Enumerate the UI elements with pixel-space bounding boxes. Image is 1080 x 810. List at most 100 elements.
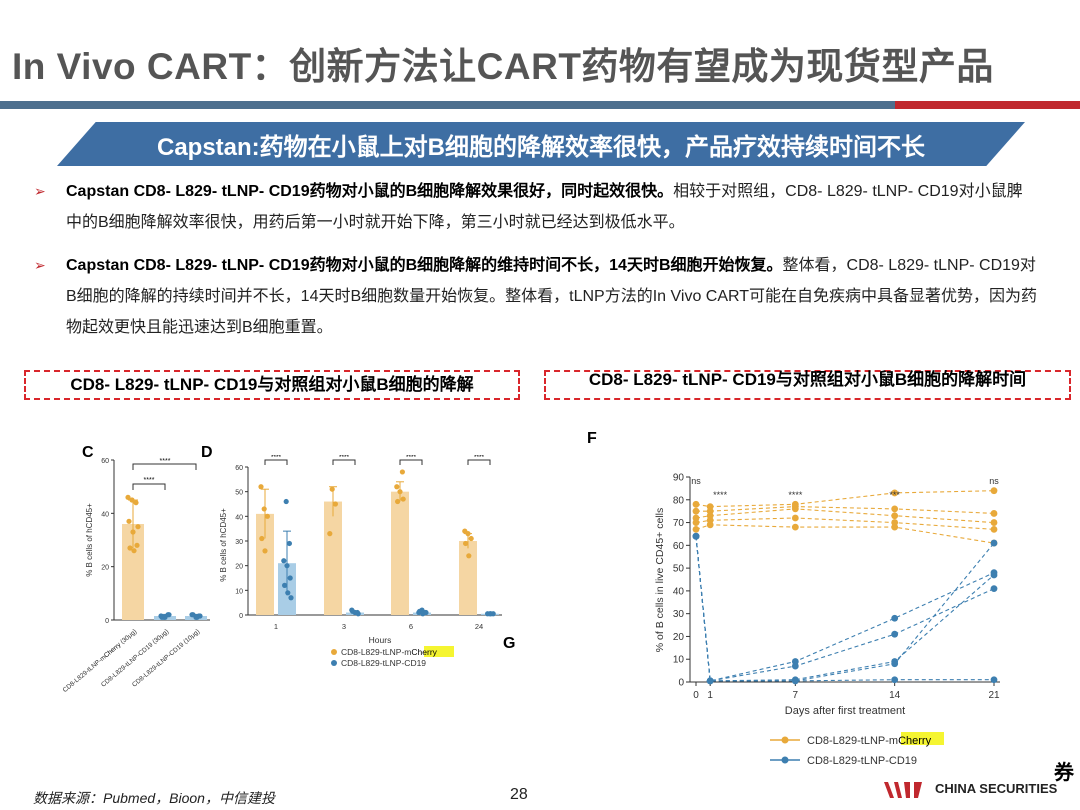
data-point bbox=[126, 518, 132, 524]
y-tick-label: 70 bbox=[673, 518, 685, 529]
data-point bbox=[134, 542, 140, 548]
data-point bbox=[706, 677, 714, 685]
bar bbox=[324, 501, 342, 615]
data-point bbox=[791, 514, 799, 522]
data-point bbox=[463, 540, 469, 547]
bullet-1-bold: Capstan CD8- L829- tLNP- CD19药物对小鼠的B细胞降解… bbox=[66, 183, 674, 200]
sig-bracket bbox=[399, 459, 423, 465]
x-category-label: CD8-L829-tLNP-CD19 (10μg) bbox=[131, 628, 201, 688]
data-point bbox=[332, 501, 338, 507]
data-point bbox=[258, 484, 264, 490]
data-point bbox=[891, 676, 899, 684]
data-point bbox=[286, 540, 292, 547]
data-point bbox=[327, 531, 333, 537]
bullet-item-1: ➢ Capstan CD8- L829- tLNP- CD19药物对小鼠的B细胞… bbox=[34, 176, 1038, 238]
x-tick-label: 14 bbox=[889, 690, 901, 701]
data-point bbox=[692, 519, 700, 526]
y-axis-label: % B cells of hCD45+ bbox=[85, 503, 94, 577]
data-point bbox=[706, 521, 714, 529]
series-line bbox=[695, 536, 995, 682]
data-point bbox=[135, 524, 141, 530]
data-point bbox=[990, 676, 998, 684]
sig-label: **** bbox=[339, 455, 350, 461]
data-point bbox=[283, 498, 289, 505]
legend-marker bbox=[781, 736, 789, 744]
panel-letter-c: C bbox=[82, 444, 94, 461]
legend-label: CD8-L829-tLNP-mCherry bbox=[807, 735, 932, 747]
data-point bbox=[159, 614, 165, 620]
y-tick-label: 60 bbox=[235, 465, 243, 472]
sig-label: ns bbox=[691, 476, 701, 486]
x-axis-label: Days after first treatment bbox=[785, 705, 905, 717]
legend-highlight bbox=[901, 732, 944, 745]
sig-label: **** bbox=[144, 477, 155, 484]
data-point bbox=[891, 630, 899, 638]
data-point bbox=[131, 548, 137, 554]
sig-label: *** bbox=[889, 490, 900, 500]
data-point bbox=[465, 531, 471, 537]
china-securities-logo-icon bbox=[884, 782, 922, 798]
legend-label: CD8-L829-tLNP-CD19 bbox=[341, 658, 426, 668]
data-point bbox=[791, 523, 799, 531]
data-point bbox=[692, 532, 700, 540]
data-point bbox=[281, 558, 287, 564]
data-point bbox=[791, 662, 799, 670]
sig-label: **** bbox=[160, 458, 171, 465]
data-point bbox=[488, 611, 494, 617]
panel-letter-d: D bbox=[201, 444, 213, 461]
sig-bracket bbox=[467, 459, 491, 465]
y-tick-label: 0 bbox=[105, 618, 109, 625]
data-source-note: 数据来源：Pubmed，Bioon，中信建投 bbox=[33, 790, 275, 806]
y-tick-label: 80 bbox=[673, 495, 685, 506]
data-point bbox=[399, 469, 405, 475]
data-point bbox=[990, 585, 998, 593]
legend-marker bbox=[331, 660, 337, 666]
figure-caption-left: CD8- L829- tLNP- CD19与对照组对小鼠B细胞的降解 bbox=[24, 370, 520, 400]
y-tick-label: 90 bbox=[673, 473, 685, 484]
y-tick-label: 0 bbox=[678, 678, 684, 689]
data-point bbox=[288, 595, 294, 601]
brand-chinese-text: 券 bbox=[1054, 762, 1074, 784]
data-point bbox=[990, 487, 998, 495]
title-underline-blue bbox=[0, 101, 895, 109]
sig-label: **** bbox=[788, 490, 803, 500]
brand-english-text: CHINA SECURITIES bbox=[935, 781, 1058, 796]
data-point bbox=[400, 496, 406, 502]
data-point bbox=[127, 545, 133, 551]
title-underline-red bbox=[895, 101, 1080, 109]
sig-label: **** bbox=[713, 490, 728, 500]
x-tick-label: 7 bbox=[793, 690, 799, 701]
sig-bracket bbox=[132, 483, 166, 490]
x-tick-label: 1 bbox=[707, 690, 713, 701]
x-tick-label: 6 bbox=[409, 622, 413, 631]
data-point bbox=[261, 506, 267, 512]
data-point bbox=[990, 539, 998, 547]
data-point bbox=[262, 548, 268, 554]
series-line bbox=[695, 536, 995, 682]
data-point bbox=[350, 608, 356, 614]
sig-label: **** bbox=[271, 455, 282, 461]
section-banner: Capstan:药物在小鼠上对B细胞的降解效率很快，产品疗效持续时间不长 bbox=[57, 122, 1025, 166]
panel-letter-g: G bbox=[503, 635, 516, 652]
page-number: 28 bbox=[510, 786, 528, 803]
y-tick-label: 10 bbox=[235, 588, 243, 595]
y-tick-label: 20 bbox=[101, 565, 109, 572]
bullet-2-bold: Capstan CD8- L829- tLNP- CD19药物对小鼠的B细胞降解… bbox=[66, 257, 783, 274]
sig-label: ns bbox=[989, 476, 999, 486]
y-tick-label: 60 bbox=[673, 541, 685, 552]
y-tick-label: 30 bbox=[235, 539, 243, 546]
data-point bbox=[264, 513, 270, 519]
y-tick-label: 0 bbox=[239, 613, 243, 620]
data-point bbox=[284, 563, 290, 569]
chart-panel-d: 0 10 20 30 40 50 60 % B cells of hCD45+ 1 **** 3 **… bbox=[219, 455, 502, 668]
data-point bbox=[466, 553, 472, 559]
series-line bbox=[695, 536, 995, 682]
x-tick-label: 3 bbox=[342, 622, 346, 631]
legend-label: CD8-L829-tLNP-CD19 bbox=[807, 755, 917, 767]
data-point bbox=[891, 614, 899, 622]
series-line bbox=[695, 524, 995, 544]
y-tick-label: 10 bbox=[673, 655, 685, 666]
data-point bbox=[125, 494, 131, 500]
x-tick-label: 0 bbox=[693, 690, 699, 701]
